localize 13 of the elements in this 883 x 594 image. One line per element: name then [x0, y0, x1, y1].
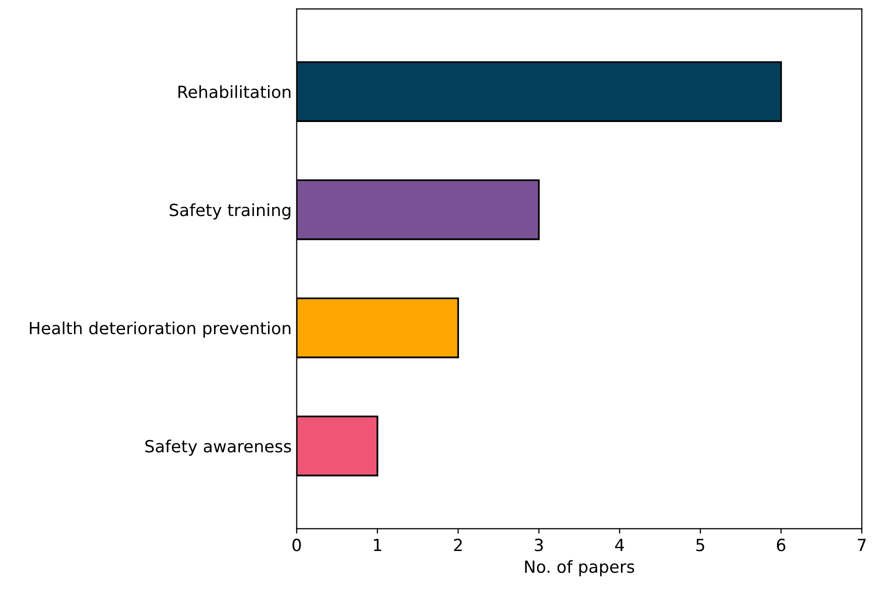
x-tick-label: 2: [454, 538, 462, 552]
x-tick-label: 1: [374, 538, 382, 552]
x-axis-title: No. of papers: [525, 560, 634, 576]
x-tick-label: 4: [615, 538, 624, 552]
y-tick-label: Health deterioration prevention: [30, 322, 290, 338]
x-tick-label: 0: [292, 538, 301, 552]
x-tick-label: 7: [858, 538, 866, 552]
x-tick-label: 3: [534, 538, 543, 552]
x-tick-label: 5: [696, 538, 704, 552]
y-tick-label: Safety training: [170, 203, 290, 220]
y-tick-label: Rehabilitation: [178, 85, 290, 98]
x-tick-label: 6: [776, 538, 786, 552]
y-tick-label: Safety awareness: [145, 440, 292, 456]
